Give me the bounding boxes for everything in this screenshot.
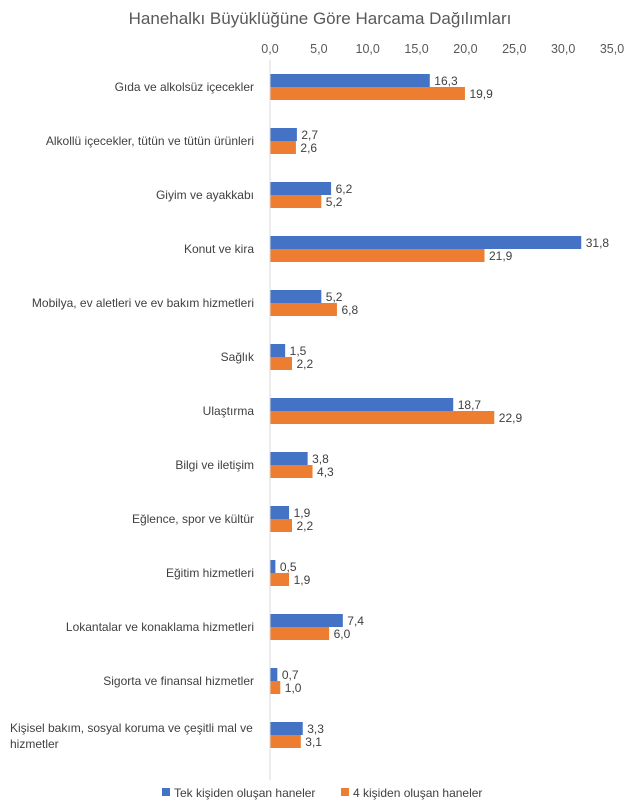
x-tick-label: 35,0 xyxy=(600,42,624,56)
data-label: 4,3 xyxy=(317,465,334,479)
bar-single-person xyxy=(270,560,276,573)
data-label: 2,2 xyxy=(296,519,313,533)
x-tick-label: 25,0 xyxy=(502,42,526,56)
data-label: 1,0 xyxy=(285,681,302,695)
category-label: Eğlence, spor ve kültür xyxy=(132,512,254,526)
bar-single-person xyxy=(270,74,430,87)
category-label: Sağlık xyxy=(221,350,255,364)
data-label: 3,3 xyxy=(307,722,324,736)
bar-four-person xyxy=(270,681,281,694)
data-label: 6,0 xyxy=(334,627,351,641)
x-tick-label: 15,0 xyxy=(404,42,428,56)
category-label: Sigorta ve finansal hizmetler xyxy=(103,674,254,688)
data-labels: 16,32,76,231,85,21,518,73,81,90,57,40,73… xyxy=(280,74,610,749)
bar-four-person xyxy=(270,195,322,208)
bar-single-person xyxy=(270,290,322,303)
bar-single-person xyxy=(270,398,454,411)
category-labels: Gıda ve alkolsüz içecekler Alkollü içecek… xyxy=(10,80,255,751)
data-label: 22,9 xyxy=(499,411,523,425)
data-label: 7,4 xyxy=(347,614,364,628)
bars xyxy=(270,74,582,748)
data-label: 1,9 xyxy=(294,506,311,520)
data-label: 6,8 xyxy=(341,303,358,317)
data-label: 3,1 xyxy=(305,735,322,749)
bar-single-person xyxy=(270,722,303,735)
data-label: 1,9 xyxy=(294,573,311,587)
bar-single-person xyxy=(270,182,332,195)
bar-single-person xyxy=(270,452,308,465)
category-label: Bilgi ve iletişim xyxy=(175,458,254,472)
category-label: Gıda ve alkolsüz içecekler xyxy=(115,80,254,94)
bar-four-person xyxy=(270,627,330,640)
data-label: 3,8 xyxy=(312,452,329,466)
bar-four-person xyxy=(270,357,292,370)
category-label: Alkollü içecekler, tütün ve tütün ürünle… xyxy=(46,134,254,148)
category-label: hizmetler xyxy=(10,737,59,751)
x-tick-label: 30,0 xyxy=(551,42,575,56)
data-label: 2,6 xyxy=(300,141,317,155)
bar-four-person xyxy=(270,735,301,748)
data-label: 6,2 xyxy=(336,182,353,196)
data-label: 1,5 xyxy=(290,344,307,358)
bar-single-person xyxy=(270,236,582,249)
bar-single-person xyxy=(270,614,343,627)
legend-label: Tek kişiden oluşan haneler xyxy=(174,786,315,800)
category-label: Konut ve kira xyxy=(184,242,254,256)
data-label: 16,3 xyxy=(434,74,458,88)
category-label: Mobilya, ev aletleri ve ev bakım hizmetl… xyxy=(32,296,254,310)
bar-four-person xyxy=(270,303,337,316)
data-label: 5,2 xyxy=(326,290,343,304)
category-label: Ulaştırma xyxy=(203,404,255,418)
category-label: Giyim ve ayakkabı xyxy=(156,188,254,202)
bar-four-person xyxy=(270,87,465,100)
data-label: 21,9 xyxy=(489,249,513,263)
legend-swatch xyxy=(162,788,170,796)
category-label: Kişisel bakım, sosyal koruma ve çeşitli … xyxy=(10,721,253,735)
bar-four-person xyxy=(270,411,495,424)
chart-title: Hanehalkı Büyüklüğüne Göre Harcama Dağıl… xyxy=(129,9,512,28)
legend: Tek kişiden oluşan haneler 4 kişiden oluş… xyxy=(162,786,482,800)
x-tick-label: 20,0 xyxy=(453,42,477,56)
data-label: 0,7 xyxy=(282,668,299,682)
bar-single-person xyxy=(270,668,278,681)
data-label: 18,7 xyxy=(458,398,482,412)
bar-four-person xyxy=(270,465,313,478)
x-tick-label: 5,0 xyxy=(310,42,327,56)
bar-four-person xyxy=(270,249,485,262)
x-axis-ticks: 0,0 5,0 10,0 15,0 20,0 25,0 30,0 35,0 xyxy=(261,42,624,56)
data-label: 2,2 xyxy=(296,357,313,371)
bar-four-person xyxy=(270,573,290,586)
bar-four-person xyxy=(270,141,296,154)
category-label: Lokantalar ve konaklama hizmetleri xyxy=(66,620,254,634)
data-label: 2,7 xyxy=(301,128,318,142)
bar-single-person xyxy=(270,344,286,357)
data-label: 0,5 xyxy=(280,560,297,574)
legend-label: 4 kişiden oluşan haneler xyxy=(353,786,482,800)
data-label: 19,9 xyxy=(469,87,493,101)
data-label: 31,8 xyxy=(586,236,610,250)
bar-single-person xyxy=(270,506,290,519)
legend-swatch xyxy=(341,788,349,796)
bar-four-person xyxy=(270,519,292,532)
data-label: 5,2 xyxy=(326,195,343,209)
x-tick-label: 0,0 xyxy=(261,42,278,56)
x-tick-label: 10,0 xyxy=(356,42,380,56)
bar-single-person xyxy=(270,128,297,141)
category-label: Eğitim hizmetleri xyxy=(166,566,254,580)
